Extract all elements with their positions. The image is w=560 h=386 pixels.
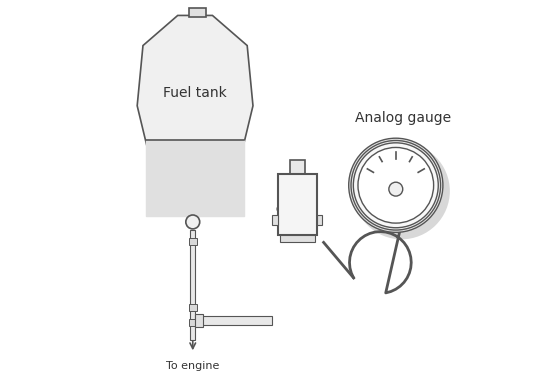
Bar	[197, 316, 272, 325]
Bar	[189, 238, 197, 245]
Circle shape	[186, 215, 200, 229]
Bar	[278, 174, 316, 235]
Bar	[290, 160, 305, 174]
Circle shape	[389, 182, 403, 196]
Bar	[189, 319, 197, 326]
Bar	[280, 235, 315, 242]
Circle shape	[353, 143, 438, 228]
Text: Fuel tank: Fuel tank	[163, 86, 227, 100]
Polygon shape	[137, 15, 253, 216]
Circle shape	[351, 141, 441, 230]
Bar	[190, 230, 195, 340]
Bar	[189, 304, 197, 311]
Text: FUEL: FUEL	[282, 190, 313, 200]
Text: GAUGE: GAUGE	[276, 205, 319, 215]
Circle shape	[358, 147, 433, 223]
Circle shape	[349, 138, 443, 232]
Text: To engine: To engine	[166, 361, 220, 371]
Text: PRO: PRO	[284, 219, 310, 229]
Circle shape	[353, 143, 450, 239]
Bar	[189, 8, 206, 17]
Bar	[195, 314, 203, 327]
Bar	[316, 215, 323, 225]
Text: Analog gauge: Analog gauge	[356, 112, 451, 125]
Bar	[272, 215, 278, 225]
